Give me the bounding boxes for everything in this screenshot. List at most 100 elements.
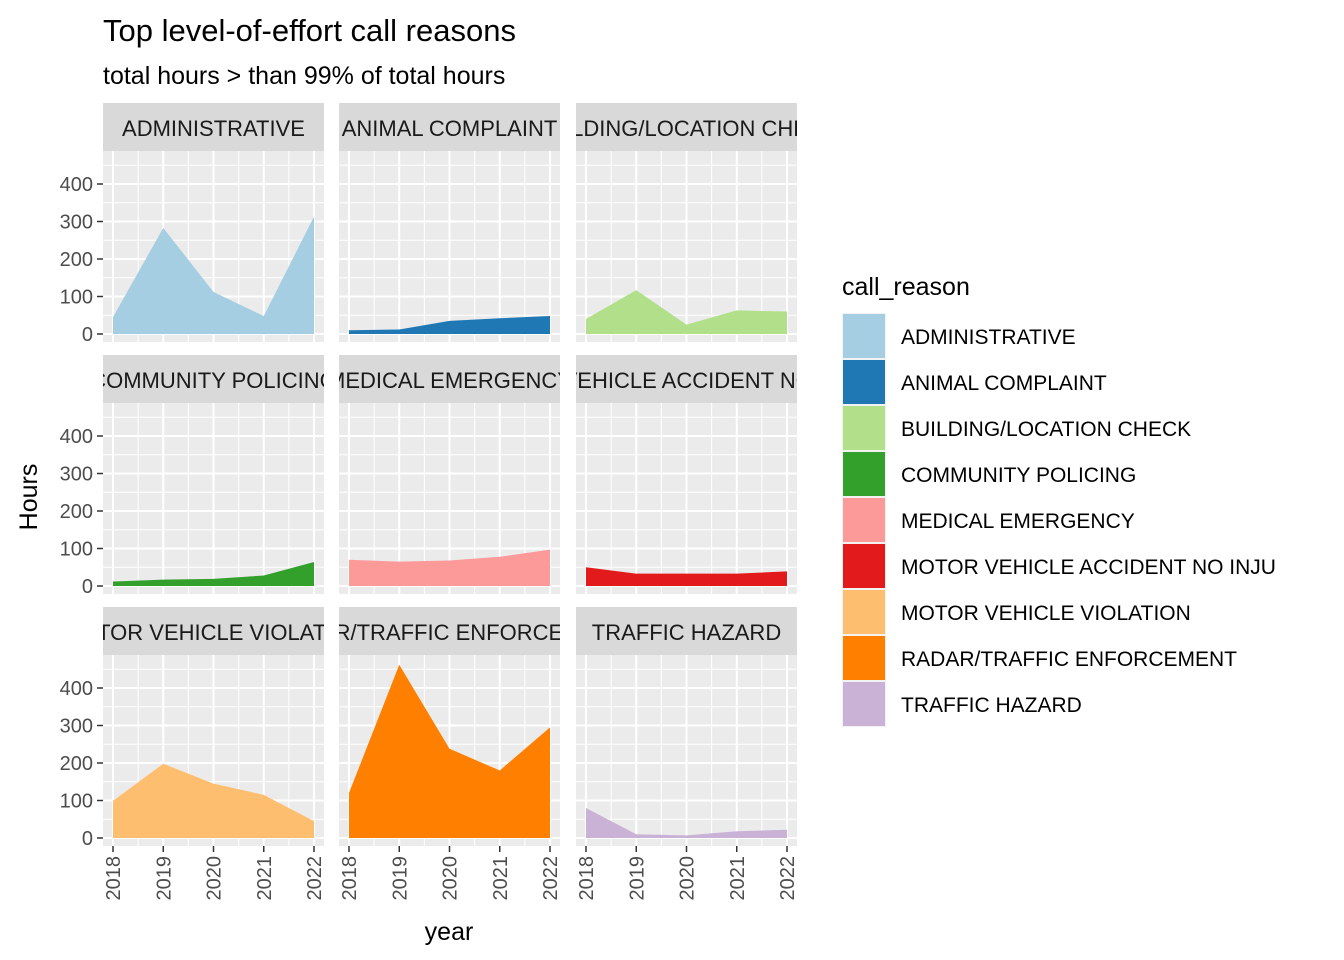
area-series <box>586 290 787 334</box>
facet-strip-label: MOTOR VEHICLE VIOLATION <box>62 620 366 645</box>
facet-panel: RADAR/TRAFFIC ENFORCEMENT 2018 2019 2020 202… <box>274 607 626 901</box>
legend-label: MOTOR VEHICLE VIOLATION <box>901 602 1191 625</box>
facet-panels: ADMINISTRATIVE 0 100 200 300 400 ANIMAL COMPLA… <box>60 103 839 901</box>
y-tick-label: 0 <box>82 576 93 598</box>
facet-strip <box>576 607 797 655</box>
facet-panel: MOTOR VEHICLE VIOLATION 0 100 200 300 400 2018… <box>60 607 366 901</box>
area-series <box>113 216 314 334</box>
x-axis-title: year <box>425 918 474 946</box>
legend-key <box>843 452 885 496</box>
x-tick-label: 2019 <box>153 856 175 901</box>
x-tick-label: 2020 <box>440 856 462 901</box>
legend-item: RADAR/TRAFFIC ENFORCEMENT <box>842 635 1237 681</box>
facet-panel: MEDICAL EMERGENCY <box>327 355 572 594</box>
area-series <box>349 664 550 838</box>
legend: ADMINISTRATIVE ANIMAL COMPLAINT BUILDING/L… <box>842 313 1276 727</box>
x-tick-label: 2019 <box>626 856 648 901</box>
y-tick-label: 300 <box>60 212 93 234</box>
x-tick-label: 2021 <box>254 856 276 901</box>
legend-label: ADMINISTRATIVE <box>901 326 1076 349</box>
legend-key <box>843 544 885 588</box>
y-tick-label: 100 <box>60 791 93 813</box>
legend-key <box>843 498 885 542</box>
y-tick-label: 200 <box>60 753 93 775</box>
x-tick-label: 2020 <box>204 856 226 901</box>
area-series <box>113 763 314 838</box>
legend-item: ADMINISTRATIVE <box>842 313 1076 359</box>
facet-strip <box>576 103 797 151</box>
y-tick-label: 400 <box>60 426 93 448</box>
y-tick-label: 0 <box>82 828 93 850</box>
legend-item: COMMUNITY POLICING <box>842 451 1136 497</box>
facet-strip-label: ANIMAL COMPLAINT <box>342 116 558 141</box>
x-tick-label: 2021 <box>490 856 512 901</box>
x-tick-label: 2022 <box>304 856 326 901</box>
area-series <box>349 316 550 334</box>
legend-item: MEDICAL EMERGENCY <box>842 497 1135 543</box>
y-tick-label: 200 <box>60 501 93 523</box>
legend-label: MOTOR VEHICLE ACCIDENT NO INJU <box>901 556 1276 579</box>
y-tick-label: 200 <box>60 249 93 271</box>
facet-strip-label: MEDICAL EMERGENCY <box>327 368 572 393</box>
facet-panel: ANIMAL COMPLAINT <box>339 103 560 342</box>
x-tick-label: 2020 <box>677 856 699 901</box>
x-tick-label: 2018 <box>576 856 598 901</box>
legend-key <box>843 590 885 634</box>
y-tick-label: 100 <box>60 539 93 561</box>
legend-key <box>843 314 885 358</box>
facet-panel: COMMUNITY POLICING 0 100 200 300 400 <box>60 355 337 598</box>
facet-strip <box>339 355 560 403</box>
y-tick-label: 400 <box>60 678 93 700</box>
x-tick-label: 2022 <box>777 856 799 901</box>
legend-key <box>843 636 885 680</box>
area-series <box>349 549 550 586</box>
x-tick-label: 2018 <box>103 856 125 901</box>
facet-strip <box>339 103 560 151</box>
facet-panel: MOTOR VEHICLE ACCIDENT NO INJURY <box>576 355 797 594</box>
y-tick-label: 300 <box>60 716 93 738</box>
chart-subtitle: total hours > than 99% of total hours <box>103 62 505 90</box>
legend-label: TRAFFIC HAZARD <box>901 694 1082 717</box>
y-axis-title: Hours <box>15 464 43 531</box>
legend-item: MOTOR VEHICLE ACCIDENT NO INJU <box>842 543 1276 589</box>
legend-key <box>843 682 885 726</box>
legend-item: MOTOR VEHICLE VIOLATION <box>842 589 1191 635</box>
legend-item: TRAFFIC HAZARD <box>842 681 1082 727</box>
facet-panel: BUILDING/LOCATION CHECK <box>535 103 839 342</box>
facet-panel: ADMINISTRATIVE 0 100 200 300 400 <box>60 103 324 346</box>
facet-strip <box>103 355 324 403</box>
y-tick-label: 0 <box>82 324 93 346</box>
facet-strip-label: TRAFFIC HAZARD <box>592 620 781 645</box>
x-tick-label: 2019 <box>389 856 411 901</box>
legend-key <box>843 406 885 450</box>
legend-item: BUILDING/LOCATION CHECK <box>842 405 1191 451</box>
legend-label: ANIMAL COMPLAINT <box>901 372 1107 395</box>
facet-strip-label: COMMUNITY POLICING <box>90 368 337 393</box>
x-tick-label: 2021 <box>727 856 749 901</box>
area-series <box>586 808 787 838</box>
area-series <box>113 562 314 586</box>
legend-label: BUILDING/LOCATION CHECK <box>901 418 1191 441</box>
legend-label: COMMUNITY POLICING <box>901 464 1136 487</box>
facet-strip <box>576 355 797 403</box>
facet-strip-label: RADAR/TRAFFIC ENFORCEMENT <box>274 620 626 645</box>
facet-panel: TRAFFIC HAZARD 2018 2019 2020 2021 2022 <box>576 607 799 901</box>
legend-label: MEDICAL EMERGENCY <box>901 510 1135 533</box>
y-tick-label: 300 <box>60 464 93 486</box>
y-tick-label: 400 <box>60 174 93 196</box>
facet-strip <box>339 607 560 655</box>
chart-title: Top level-of-effort call reasons <box>103 13 516 48</box>
facet-strip <box>103 103 324 151</box>
x-tick-label: 2018 <box>339 856 361 901</box>
legend-item: ANIMAL COMPLAINT <box>842 359 1107 405</box>
legend-label: RADAR/TRAFFIC ENFORCEMENT <box>901 648 1237 671</box>
y-tick-label: 100 <box>60 287 93 309</box>
facet-strip-label: BUILDING/LOCATION CHECK <box>535 116 839 141</box>
facet-strip-label: ADMINISTRATIVE <box>122 116 305 141</box>
legend-key <box>843 360 885 404</box>
legend-title: call_reason <box>842 273 970 301</box>
area-series <box>586 567 787 586</box>
facet-strip <box>103 607 324 655</box>
x-tick-label: 2022 <box>540 856 562 901</box>
